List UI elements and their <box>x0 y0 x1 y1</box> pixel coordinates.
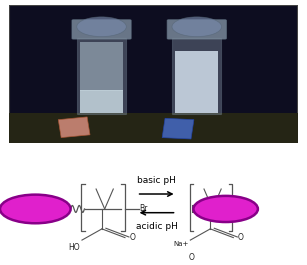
Text: acidic pH: acidic pH <box>136 222 177 231</box>
Circle shape <box>0 195 71 223</box>
Text: O: O <box>238 233 243 242</box>
Circle shape <box>193 196 258 222</box>
Text: Br: Br <box>140 205 148 213</box>
Polygon shape <box>162 118 194 139</box>
Bar <box>175 51 219 113</box>
Bar <box>80 42 123 91</box>
Bar <box>77 38 126 114</box>
Text: Br: Br <box>247 205 255 213</box>
Text: basic pH: basic pH <box>137 176 176 185</box>
FancyBboxPatch shape <box>167 20 226 39</box>
FancyBboxPatch shape <box>72 20 131 39</box>
Ellipse shape <box>77 17 126 37</box>
Text: O: O <box>189 253 195 262</box>
Text: O: O <box>129 233 135 242</box>
Bar <box>80 90 123 113</box>
Text: Na+: Na+ <box>173 241 189 247</box>
Polygon shape <box>58 117 90 138</box>
Bar <box>9 113 298 143</box>
Bar <box>172 38 221 114</box>
Text: HO: HO <box>68 242 80 251</box>
Ellipse shape <box>172 17 222 37</box>
